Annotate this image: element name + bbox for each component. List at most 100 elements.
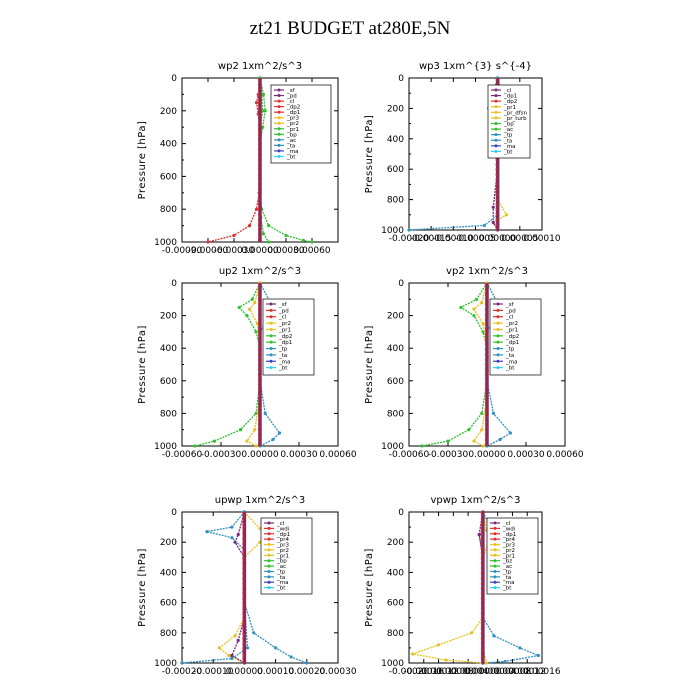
legend-label: _tp	[502, 569, 512, 575]
series-line-tp	[478, 511, 541, 664]
legend-marker	[493, 559, 497, 563]
series-point	[277, 431, 282, 435]
series-point	[536, 653, 540, 658]
legend-label: _ma	[503, 144, 515, 150]
x-tick-label: -0.00016	[404, 667, 445, 677]
legend-marker	[493, 521, 497, 525]
x-tick-label: -0.00020	[389, 234, 430, 244]
legend-label: _tp	[276, 569, 286, 575]
x-tick-label: 0.00010	[523, 234, 560, 244]
legend-marker	[269, 347, 273, 351]
x-tick-label: -0.00030	[201, 450, 242, 460]
series-point	[284, 233, 288, 238]
legend-label: _pr1	[278, 327, 291, 333]
y-tick-label: 600	[387, 599, 404, 609]
legend-marker	[493, 553, 497, 557]
legend-marker	[494, 94, 498, 98]
series-point	[472, 307, 476, 311]
legend-label: _ac	[502, 564, 512, 570]
legend-label: _ta	[278, 353, 287, 359]
y-axis-label: Pressure [hPa]	[137, 548, 148, 627]
x-tick-label: -0.00060	[188, 246, 229, 256]
legend-label: _cl	[276, 521, 285, 527]
legend-label: _pr2	[502, 548, 515, 554]
series-point	[254, 330, 258, 334]
series-point	[206, 240, 210, 244]
legend-label: _tp	[505, 347, 515, 353]
legend-marker	[494, 127, 498, 131]
series-point	[230, 653, 234, 658]
legend-marker	[496, 327, 500, 331]
series-line-cl	[478, 511, 484, 663]
legend-label: _pr1	[503, 105, 516, 111]
series-point	[491, 220, 495, 224]
y-axis-label: Pressure [hPa]	[364, 548, 375, 627]
series-point	[236, 533, 240, 537]
legend-marker	[277, 154, 281, 158]
legend-marker	[269, 359, 273, 363]
series-point	[230, 656, 234, 661]
panel-title: vpwp 1xm^2/s^3	[430, 495, 520, 506]
legend-label: _bt	[505, 366, 515, 372]
legend-marker	[496, 359, 500, 363]
legend-marker	[269, 308, 273, 312]
y-tick-label: 400	[387, 344, 404, 354]
series-point	[492, 634, 496, 638]
x-tick-label: -0.00020	[162, 667, 203, 677]
y-axis-label: Pressure [hPa]	[364, 115, 375, 194]
legend-label: _ta	[505, 353, 514, 359]
legend-label: _ac	[286, 138, 296, 144]
legend-box	[270, 84, 332, 164]
x-tick-label: -0.00010	[433, 234, 474, 244]
series-point	[491, 411, 496, 415]
legend-label: _ta	[502, 575, 511, 581]
legend-marker	[277, 88, 281, 92]
legend-marker	[493, 548, 497, 552]
x-tick-label: 0.00060	[293, 246, 330, 256]
legend-marker	[493, 580, 497, 584]
x-tick-label: 0.00060	[319, 450, 356, 460]
y-tick-label: 800	[160, 205, 177, 215]
y-tick-label: 1000	[154, 659, 177, 669]
legend-marker	[277, 132, 281, 136]
x-tick-label: -0.00005	[455, 234, 495, 244]
legend-label: _ma	[276, 580, 288, 586]
series-point	[508, 431, 512, 435]
y-tick-label: 1000	[381, 659, 404, 669]
series-point	[245, 314, 249, 318]
y-tick-label: 400	[387, 568, 404, 578]
series-point	[301, 238, 305, 242]
legend-marker	[269, 353, 273, 357]
legend-marker	[277, 121, 281, 125]
panel-title: vp2 1xm^2/s^3	[446, 266, 528, 277]
legend-marker	[493, 543, 497, 547]
series-point	[250, 297, 254, 301]
legend-marker	[269, 366, 273, 370]
series-line-dp2	[421, 282, 488, 447]
legend-marker	[267, 521, 271, 525]
chart-panel-upwp: upwp 1xm^2/s^3 Pressure [hPa] 0 200 400 600 80…	[137, 495, 357, 677]
y-tick-label: 0	[171, 508, 177, 518]
y-tick-label: 800	[387, 196, 404, 206]
series-point	[233, 540, 237, 544]
legend-label: _ma	[286, 149, 298, 155]
panel-title: upwp 1xm^2/s^3	[215, 495, 305, 506]
legend-label: _cl	[278, 315, 287, 321]
x-tick-label: 0.00030	[267, 246, 304, 256]
legend-marker	[269, 327, 273, 331]
legend-label: _pr2	[278, 321, 291, 327]
legend-marker	[277, 149, 281, 153]
legend-marker	[494, 138, 498, 142]
y-tick-label: 0	[171, 279, 177, 289]
legend-label: _dp2	[286, 105, 300, 111]
series-point	[254, 101, 259, 105]
y-tick-label: 400	[160, 140, 177, 150]
legend-marker	[269, 315, 273, 319]
series-point	[212, 439, 217, 443]
figure-title: zt21 BUDGET at280E,5N	[249, 18, 451, 39]
legend-marker	[494, 122, 498, 125]
series-point	[289, 655, 293, 659]
legend-marker	[494, 133, 498, 137]
legend-label: _pd	[278, 308, 289, 314]
series-point	[459, 305, 463, 310]
